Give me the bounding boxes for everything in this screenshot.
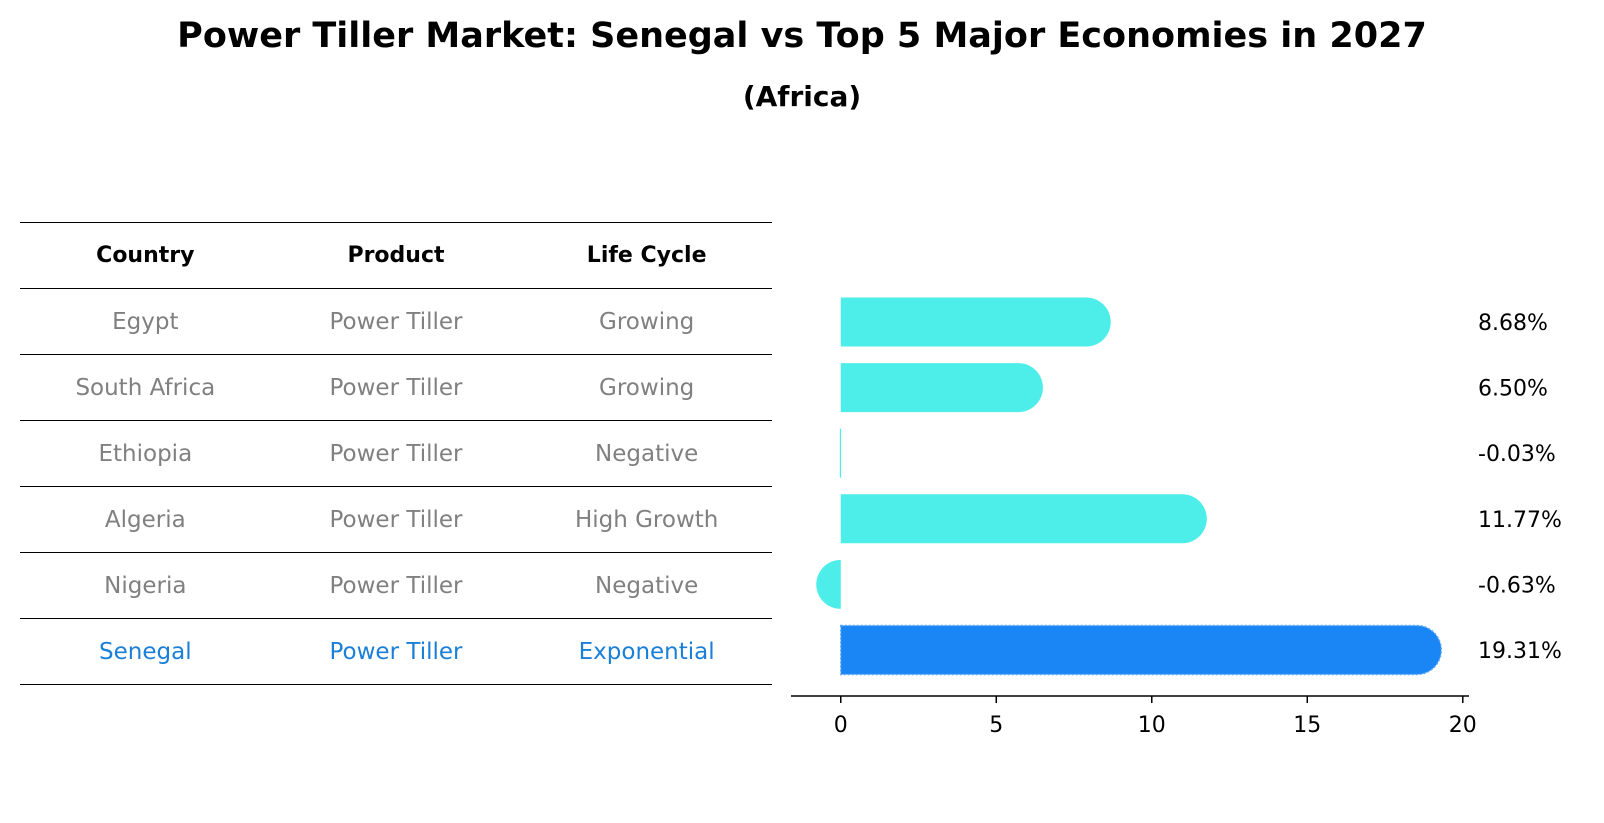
table-row: Nigeria Power Tiller Negative (20, 552, 772, 619)
bar (840, 363, 1043, 413)
cell-country: Senegal (20, 618, 271, 685)
cell-product: Power Tiller (270, 288, 522, 355)
value-labels-group: 8.68% 6.50% -0.03% 11.77% -0.63% 19.31% (1478, 311, 1562, 664)
bar-value-label: -0.03% (1478, 442, 1556, 467)
x-tick-label: 15 (1293, 713, 1321, 738)
cell-life-cycle: Exponential (521, 618, 772, 685)
bar-value-label: 11.77% (1478, 508, 1562, 533)
x-axis: 0 5 10 15 20 (791, 695, 1477, 738)
market-table: Country Product Life Cycle Egypt Power T… (20, 222, 772, 685)
market-table-container: Country Product Life Cycle Egypt Power T… (20, 222, 772, 685)
x-tick-label: 5 (989, 713, 1003, 738)
cell-country: Egypt (20, 288, 271, 355)
header-country: Country (20, 222, 271, 289)
table-row: Egypt Power Tiller Growing (20, 288, 772, 355)
cell-country: Ethiopia (20, 420, 271, 487)
bar (816, 559, 841, 609)
cell-life-cycle: Negative (521, 552, 772, 619)
cell-product: Power Tiller (270, 354, 522, 421)
cell-product: Power Tiller (270, 552, 522, 619)
bar-value-label: -0.63% (1478, 573, 1556, 598)
bar-highlighted (840, 624, 1442, 676)
table-header-row: Country Product Life Cycle (20, 222, 772, 289)
cell-country: Algeria (20, 486, 271, 553)
cell-life-cycle: Growing (521, 354, 772, 421)
bar-value-label: 8.68% (1478, 311, 1548, 336)
cell-life-cycle: Negative (521, 420, 772, 487)
cell-country: Nigeria (20, 552, 271, 619)
table-row: Ethiopia Power Tiller Negative (20, 420, 772, 487)
cell-life-cycle: Growing (521, 288, 772, 355)
bar (840, 494, 1207, 544)
table-row: Algeria Power Tiller High Growth (20, 486, 772, 553)
cell-product: Power Tiller (270, 618, 522, 685)
table-row: South Africa Power Tiller Growing (20, 354, 772, 421)
bars-group (816, 297, 1442, 676)
cell-life-cycle: High Growth (521, 486, 772, 553)
x-tick-label: 0 (834, 713, 848, 738)
bar-value-label: 19.31% (1478, 639, 1562, 664)
cell-product: Power Tiller (270, 420, 522, 487)
header-product: Product (270, 222, 522, 289)
table-row-highlighted: Senegal Power Tiller Exponential (20, 618, 772, 685)
chart-title: Power Tiller Market: Senegal vs Top 5 Ma… (177, 16, 1427, 56)
bar (840, 297, 1111, 347)
bar-value-label: 6.50% (1478, 377, 1548, 402)
x-tick-label: 10 (1138, 713, 1166, 738)
cell-product: Power Tiller (270, 486, 522, 553)
bar (839, 428, 842, 478)
cell-country: South Africa (20, 354, 271, 421)
header-life-cycle: Life Cycle (521, 222, 772, 289)
chart-subtitle: (Africa) (742, 80, 862, 113)
x-tick-label: 20 (1449, 713, 1477, 738)
